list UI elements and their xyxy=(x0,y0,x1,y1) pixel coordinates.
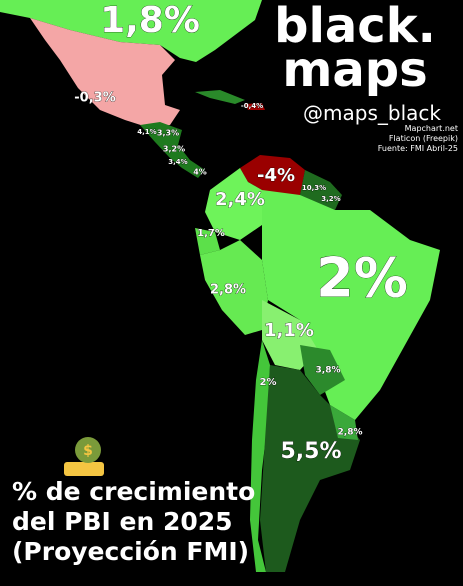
country-uruguay xyxy=(330,405,358,440)
country-label: -0,4% xyxy=(241,102,263,110)
country-label: 3,4% xyxy=(168,158,187,166)
title-line: % de crecimiento xyxy=(12,477,255,506)
map-labels: 1,8% -0,3% -0,4% 4,1% 3,3% 3,2% 3,4% 4% -4% 10,3%… xyxy=(74,0,408,464)
country-label: 10,3% xyxy=(302,184,326,192)
country-usa xyxy=(0,0,262,62)
brand-name: maps xyxy=(282,42,427,98)
country-label: 2% xyxy=(316,247,408,310)
country-label: 5,5% xyxy=(280,439,341,464)
title-line: (Proyección FMI) xyxy=(12,537,249,566)
country-ecuador xyxy=(195,228,220,255)
country-label: 2% xyxy=(260,377,277,388)
country-label: 3,2% xyxy=(321,195,340,203)
country-label: -4% xyxy=(257,165,295,186)
title-line: del PBI en 2025 xyxy=(12,507,233,536)
country-haiti xyxy=(245,103,265,110)
country-label: 3,3% xyxy=(157,129,179,138)
country-label: 3,8% xyxy=(316,366,341,376)
country-label: 1,8% xyxy=(100,0,200,41)
country-chile xyxy=(250,340,270,572)
country-label: 1,1% xyxy=(264,320,314,341)
country-label: 2,4% xyxy=(215,189,265,210)
credit: Flaticon (Freepik) xyxy=(389,134,458,143)
country-label: -0,3% xyxy=(74,91,115,106)
country-venezuela xyxy=(240,155,305,200)
country-peru xyxy=(200,240,268,335)
country-cuba xyxy=(195,90,245,104)
country-label: 4,1% xyxy=(137,128,156,136)
country-label: 2,8% xyxy=(210,283,246,298)
money-icon: $ xyxy=(64,437,104,476)
country-label: 1,7% xyxy=(197,228,225,239)
credit: Mapchart.net xyxy=(405,124,458,133)
country-colombia xyxy=(205,168,262,240)
country-label: 2,8% xyxy=(338,428,363,438)
credit: Fuente: FMI Abril-25 xyxy=(378,144,458,153)
country-label: 3,2% xyxy=(163,145,185,154)
country-label: 4% xyxy=(193,168,207,177)
brand-handle: @maps_black xyxy=(303,101,441,125)
svg-text:$: $ xyxy=(83,443,93,459)
brand-name: black. xyxy=(274,0,436,54)
country-mexico xyxy=(30,18,180,128)
country-brazil xyxy=(262,190,440,420)
country-central-america xyxy=(140,122,205,178)
country-paraguay xyxy=(300,345,345,395)
